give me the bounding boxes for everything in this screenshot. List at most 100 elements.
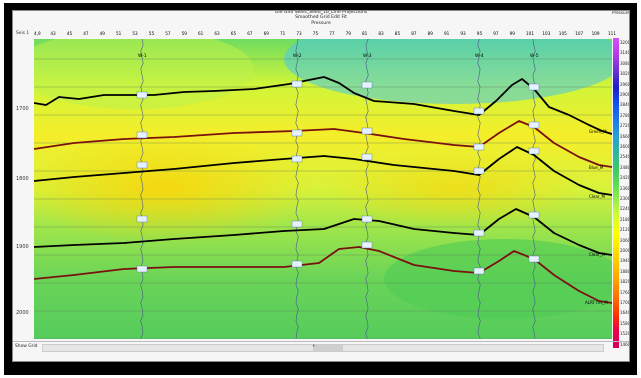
ribbon-label: 59	[181, 31, 187, 36]
status-bar: Show Grid +	[12, 341, 630, 352]
colorbar-tick: 2900	[620, 92, 631, 97]
depth-label: 1900	[16, 244, 29, 250]
colorbar-tick: 2540	[620, 154, 631, 160]
depth-label: 2000	[16, 310, 29, 316]
colorbar-tick: 2600	[620, 144, 631, 149]
ribbon-label: 97	[493, 31, 499, 36]
well-tag	[528, 121, 540, 129]
ribbon-label: 107	[575, 31, 584, 36]
ribbon-label: 93	[460, 31, 466, 36]
ribbon-label: 75	[312, 31, 319, 36]
well-label: W-2	[293, 53, 302, 59]
ribbon-label: 111	[608, 31, 616, 36]
colorbar-tick: 2060	[620, 237, 631, 243]
scroll-thumb[interactable]	[313, 345, 343, 351]
well-trace	[477, 39, 481, 339]
well-tag	[136, 215, 148, 223]
well-tag	[361, 81, 373, 89]
ribbon-label: 69	[263, 31, 269, 36]
well-tag	[361, 127, 373, 135]
colorbar-tick: 1460	[620, 341, 631, 347]
ribbon-label: 67	[247, 31, 253, 36]
well-tag	[528, 147, 540, 155]
status-left: Show Grid	[15, 344, 38, 349]
colorbar-tick: 2420	[620, 175, 631, 181]
ribbon-label: 103	[542, 31, 551, 36]
ribbon-label: 105	[558, 31, 567, 36]
ribbon-label: 101	[526, 31, 534, 36]
well-label: W-5	[530, 53, 539, 59]
window-title: Ole Giro Wells_Seed_16_Line Projections …	[12, 10, 630, 30]
colorbar-tick: 2240	[620, 206, 631, 212]
colorbar-tick: 2960	[620, 81, 631, 87]
ribbon-label: 79	[345, 31, 351, 36]
colorbar-tick: 1640	[620, 310, 631, 316]
well-label: W-3	[363, 53, 372, 59]
title-line-1: Ole Giro Wells_Seed_16_Line Projections	[274, 10, 368, 15]
ribbon-label: 95	[476, 31, 483, 36]
ribbon-label: 45	[66, 31, 73, 36]
colorbar-tick: 1820	[620, 279, 631, 285]
colorbar-tick: 2120	[620, 227, 631, 233]
well-tag	[473, 167, 485, 175]
ribbon-label: 91	[444, 31, 450, 36]
depth-label: 1800	[16, 176, 29, 182]
well-tag	[473, 107, 485, 115]
ribbon-label: 99	[509, 31, 515, 36]
colorbar-tick: 3140	[620, 50, 631, 56]
ribbon-label: 81	[362, 31, 368, 36]
scroll-marker: +	[312, 344, 316, 349]
horizon-label: Blue_M	[589, 165, 604, 170]
horizon-label: ALRT hrs_M	[585, 300, 608, 305]
well-tag	[528, 83, 540, 91]
colorbar-tick: 1580	[620, 320, 631, 326]
title-line-2: Smoothed Grid Edit Fit	[295, 15, 347, 21]
corner-label: Seis 1	[16, 31, 30, 36]
well-tag	[136, 161, 148, 169]
colorbar-tick: 2840	[620, 102, 631, 108]
chart-window: Ole Giro Wells_Seed_16_Line Projections …	[12, 10, 630, 362]
ribbon-label: 51	[116, 31, 122, 36]
colorbar-tick: 1880	[620, 268, 631, 274]
well-trace	[140, 39, 144, 339]
colorbar-tick: 2720	[620, 123, 631, 129]
colorbar-tick: 1760	[620, 289, 631, 295]
ribbon-label: 61	[198, 31, 204, 36]
colorbar	[613, 38, 619, 348]
colorbar-tick: 2660	[620, 133, 631, 139]
well-tag	[291, 129, 303, 137]
well-tag	[136, 265, 148, 273]
ribbon-label: 43	[50, 31, 56, 36]
horizon-top	[34, 76, 612, 135]
horizon-label: Green_M	[589, 129, 607, 134]
horizon-2	[34, 120, 612, 168]
ribbon-label: 89	[427, 31, 433, 36]
colorbar-tick: 1940	[620, 258, 631, 264]
colorbar-tick: 2000	[620, 248, 631, 253]
ribbon-label: 4,9	[34, 31, 41, 36]
ribbon-label: 77	[329, 31, 335, 36]
well-tag	[473, 267, 485, 275]
well-tag	[291, 220, 303, 228]
ribbon-label: 57	[165, 31, 171, 36]
ribbon-label: 47	[83, 31, 89, 36]
well-tag	[291, 155, 303, 163]
ribbon-label: 85	[394, 31, 401, 36]
ribbon-label: 83	[378, 31, 384, 36]
well-tag	[473, 229, 485, 237]
well-tag	[473, 143, 485, 151]
well-tag	[291, 80, 303, 88]
horizon-5	[34, 246, 612, 304]
colorbar-title: Pressure	[612, 10, 630, 15]
colorbar-tick: 3020	[620, 71, 631, 77]
horizontal-scrollbar[interactable]	[42, 344, 604, 352]
horizon-3	[34, 146, 612, 196]
well-label: W-4	[475, 53, 484, 59]
section-plot[interactable]: W-1 W-2 W-3 W-4 W-5 Green_M Blue_M Clear_M Clear…	[34, 39, 612, 339]
well-tag	[361, 241, 373, 249]
ribbon-label: 53	[132, 31, 138, 36]
ribbon-label: 109	[591, 31, 600, 36]
well-tag	[136, 131, 148, 139]
colorbar-tick: 2780	[620, 112, 631, 118]
ribbon-label: 63	[214, 31, 220, 36]
